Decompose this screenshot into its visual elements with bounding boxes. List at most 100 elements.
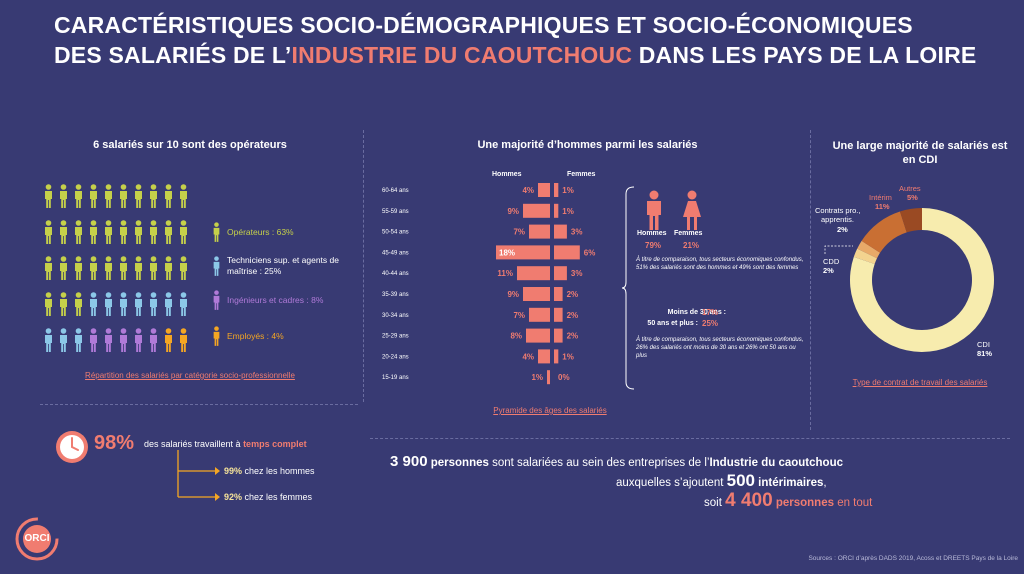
fulltime-women-value: 92% — [224, 492, 243, 502]
person-icon — [90, 256, 97, 280]
person-icon — [180, 256, 187, 280]
age-tick-label: 40-44 ans — [382, 271, 409, 277]
men-value-label: 9% — [507, 290, 519, 299]
pyramid-header-women: Femmes — [567, 171, 596, 178]
summary-l3-c: en tout — [834, 497, 873, 509]
person-icon — [150, 292, 157, 316]
divider-3 — [40, 404, 358, 405]
stat-young-value: 17% — [702, 308, 719, 317]
women-value-label: 3% — [571, 269, 583, 278]
men-value-label: 4% — [522, 186, 534, 195]
age-tick-label: 15-19 ans — [382, 375, 409, 381]
legend-operateurs-label: Opérateurs : 63% — [227, 226, 294, 237]
person-icon — [60, 184, 67, 208]
age-tick-label: 45-49 ans — [382, 250, 409, 256]
section2-caption-link[interactable]: Pyramide des âges des salariés — [493, 406, 607, 415]
person-icon — [45, 256, 52, 280]
men-value-label: 9% — [507, 207, 519, 216]
women-bar — [554, 224, 567, 239]
men-bar — [523, 203, 550, 218]
women-bar — [554, 349, 559, 364]
section3-caption-link[interactable]: Type de contrat de travail des salariés — [852, 378, 988, 387]
men-value-label: 18% — [499, 248, 515, 257]
divider-2 — [810, 130, 811, 430]
men-bar — [529, 224, 550, 239]
summary-temp-number: 500 — [726, 471, 755, 490]
age-pyramid-chart: 60-64 ans 4% 1% 55-59 ans 9% 1% 50-54 ans 7% 3% 4… — [382, 183, 595, 385]
person-icon — [60, 292, 67, 316]
section1-caption-link[interactable]: Répartition des salariés par catégorie s… — [85, 371, 295, 380]
person-icon — [105, 328, 112, 352]
legend-operateurs: Opérateurs : 63% — [212, 222, 294, 242]
bracket-icon — [622, 186, 635, 390]
person-icon — [120, 328, 127, 352]
person-icon — [45, 292, 52, 316]
person-icon — [45, 184, 52, 208]
women-value-label: 2% — [567, 311, 579, 320]
age-tick-label: 20-24 ans — [382, 354, 409, 360]
women-value-label: 2% — [567, 332, 579, 341]
age-tick-label: 60-64 ans — [382, 188, 409, 194]
section1-title: 6 salariés sur 10 sont des opérateurs — [93, 139, 287, 151]
donut-category-label: Intérim — [869, 193, 892, 202]
fulltime-men: 99% chez les hommes — [224, 466, 315, 476]
summary-staff-number: 3 900 — [390, 453, 428, 470]
source-text: Sources : ORCI d’après DADS 2019, Acoss … — [808, 555, 1018, 562]
person-icon — [150, 328, 157, 352]
donut-slice — [899, 208, 922, 233]
age-tick-label: 50-54 ans — [382, 230, 409, 236]
logo-ring-icon — [15, 517, 59, 561]
fulltime-percent: 98% — [94, 432, 135, 454]
legend-techniciens-label: Techniciens sup. et agents de maîtrise :… — [227, 255, 339, 276]
person-icon — [120, 292, 127, 316]
summary-l2-a: auxquelles s’ajoutent — [616, 477, 727, 489]
title-line-2: DES SALARIÉS DE L’INDUSTRIE DU CAOUTCHOU… — [54, 40, 994, 70]
person-icon — [75, 220, 82, 244]
fulltime-men-text: chez les hommes — [244, 466, 315, 476]
legend-employes: Employés : 4% — [212, 326, 284, 346]
legend-ingenieurs-label: Ingénieurs et cadres : 8% — [227, 294, 324, 305]
leader-line — [824, 245, 853, 254]
women-bar — [554, 287, 563, 301]
person-icon — [165, 184, 172, 208]
men-bar — [523, 287, 550, 301]
summary-block: 3 900 personnes sont salariées au sein d… — [390, 453, 910, 512]
person-icon — [105, 292, 112, 316]
person-icon — [45, 220, 52, 244]
women-bar — [554, 266, 567, 281]
people-row — [43, 292, 189, 316]
person-icon — [180, 292, 187, 316]
donut-slice — [853, 248, 877, 264]
donut-value-label: 11% — [875, 202, 890, 211]
women-bar — [554, 328, 563, 343]
men-bar — [526, 328, 550, 343]
women-value-label: 1% — [562, 186, 574, 195]
summary-l1-c: Industrie du caoutchouc — [709, 457, 843, 469]
donut-value-label: 2% — [823, 266, 834, 275]
person-icon — [60, 220, 67, 244]
summary-total-number: 4 400 — [725, 490, 773, 511]
summary-l3-b: personnes — [772, 497, 834, 509]
person-icon — [213, 326, 220, 346]
men-value-label: 7% — [513, 311, 525, 320]
donut-slice — [861, 211, 907, 253]
men-bar — [547, 370, 550, 385]
logo-text: ORCI — [24, 533, 50, 544]
people-row — [43, 220, 189, 244]
branch-arrows — [177, 450, 220, 501]
fulltime-men-value: 99% — [224, 466, 243, 476]
women-value-label: 1% — [562, 352, 574, 361]
stat-old-label: 50 ans et plus : — [647, 320, 698, 327]
men-value-label: 7% — [513, 228, 525, 237]
legend-employes-label: Employés : 4% — [227, 330, 284, 341]
people-row — [43, 184, 189, 208]
stat-old-value: 25% — [702, 319, 719, 328]
person-icon — [60, 256, 67, 280]
donut-value-label: 2% — [837, 225, 848, 234]
summary-l1-b: sont salariées au sein des entreprises d… — [488, 457, 710, 469]
men-bar — [538, 349, 550, 364]
person-icon — [75, 256, 82, 280]
person-icon — [90, 220, 97, 244]
person-icon — [105, 256, 112, 280]
person-icon — [60, 328, 67, 352]
